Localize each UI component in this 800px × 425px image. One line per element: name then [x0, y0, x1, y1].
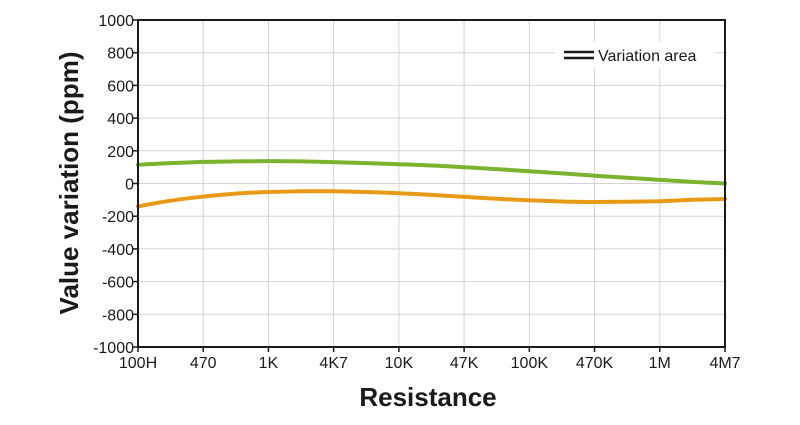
legend: Variation area	[555, 42, 715, 68]
y-tick-label: -800	[102, 307, 134, 324]
x-tick-label: 47K	[450, 355, 479, 372]
y-tick-label: 0	[125, 177, 134, 194]
x-tick-label: 1M	[649, 355, 671, 372]
plot-frame	[137, 19, 726, 348]
x-tick-label: 1K	[259, 355, 279, 372]
y-tick-label: 600	[107, 78, 134, 95]
x-tick-label: 470	[190, 355, 217, 372]
legend-label: Variation area	[598, 48, 697, 65]
x-tick-label: 4M7	[709, 355, 740, 372]
x-tick-label: 10K	[385, 355, 414, 372]
legend-background	[555, 42, 715, 68]
series-group	[136, 159, 727, 209]
x-tick-labels: 100H 470 1K 4K7 10K 47K 100K 470K 1M 4M7	[119, 355, 741, 372]
y-tick-label: 800	[107, 46, 134, 63]
x-tick-label: 100K	[511, 355, 549, 372]
x-tick-label: 4K7	[319, 355, 348, 372]
grid	[133, 19, 726, 352]
y-tick-label: -1000	[93, 340, 134, 357]
y-tick-labels: 1000 800 600 400 200 0 -200 -400 -600 -800 -1000	[93, 13, 134, 357]
series-line-1	[136, 159, 727, 186]
x-tick-label: 100H	[119, 355, 157, 372]
x-axis-title: Resistance	[359, 382, 496, 412]
y-tick-label: 200	[107, 144, 134, 161]
y-tick-label: -600	[102, 275, 134, 292]
series-line-2	[136, 189, 727, 209]
y-axis-title: Value variation (ppm)	[54, 52, 84, 315]
y-tick-label: 400	[107, 111, 134, 128]
y-tick-label: -200	[102, 209, 134, 226]
y-tick-label: -400	[102, 242, 134, 259]
y-tick-label: 1000	[98, 13, 134, 30]
x-tick-label: 470K	[576, 355, 614, 372]
